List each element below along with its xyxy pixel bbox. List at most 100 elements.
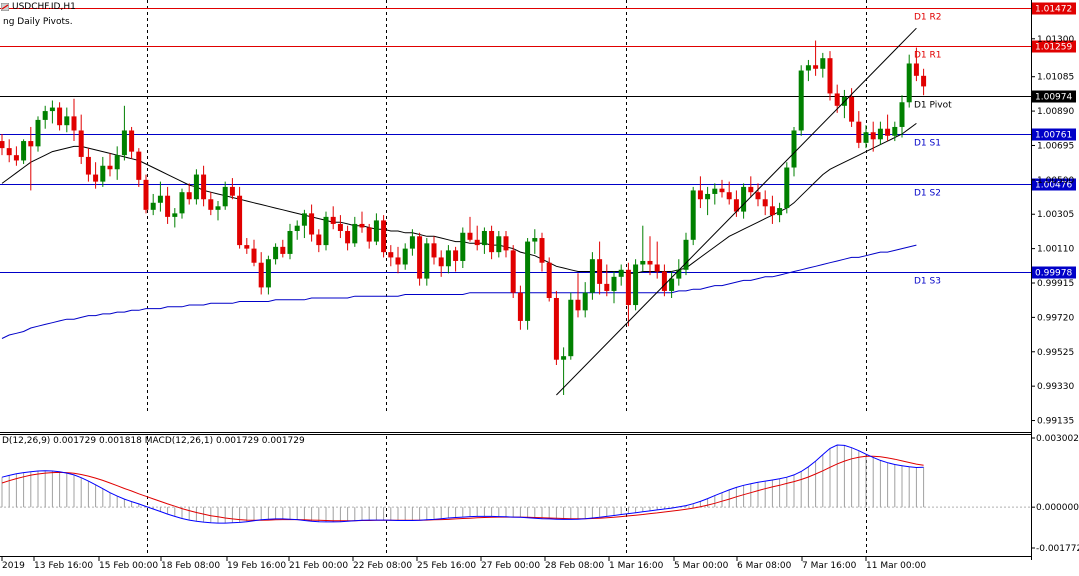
- bear-candle: [719, 179, 725, 198]
- time-tick-label: 7 Mar 16:00: [802, 561, 857, 571]
- candle-body: [373, 220, 379, 242]
- bear-candle: [244, 238, 250, 254]
- candle-body: [633, 264, 639, 306]
- candle-body: [834, 93, 840, 106]
- bear-candle: [316, 229, 322, 253]
- bull-candle: [582, 282, 588, 318]
- candle-body: [705, 193, 711, 200]
- pivot-name: D1 R1: [914, 51, 942, 61]
- bear-candle: [366, 223, 372, 249]
- bull-candle: [352, 216, 358, 247]
- bull-candle: [265, 255, 271, 295]
- bear-candle: [107, 153, 113, 177]
- candle-body: [330, 216, 336, 224]
- pivot-price-badge: [1032, 266, 1076, 279]
- candle-body: [712, 188, 718, 194]
- bull-candle: [172, 208, 178, 228]
- candle-body: [870, 132, 876, 140]
- bull-candle: [157, 181, 163, 212]
- bull-candle: [798, 65, 804, 136]
- bull-candle: [784, 162, 790, 214]
- candle-body: [273, 246, 279, 260]
- candle-body: [877, 128, 883, 140]
- candle-body: [359, 223, 365, 228]
- candle-body: [186, 192, 192, 200]
- candle-body: [676, 269, 682, 279]
- candle-body: [460, 232, 466, 261]
- bear-candle: [474, 225, 480, 251]
- pivot-price-label: 0.99978: [1035, 269, 1072, 279]
- bear-candle: [345, 225, 351, 251]
- time-tick-label: 18 Feb 08:00: [161, 561, 220, 571]
- time-tick-label: 6 Mar 08:00: [737, 561, 792, 571]
- bear-candle: [503, 230, 509, 258]
- bear-candle: [208, 192, 214, 216]
- candle-body: [417, 236, 423, 279]
- vertical-gridlines: [147, 0, 867, 556]
- candle-body: [129, 130, 135, 152]
- candle-body: [395, 257, 401, 265]
- bull-candle: [373, 213, 379, 246]
- pivot-price-label: 1.00476: [1035, 181, 1072, 191]
- pivot-price-label: 1.01472: [1035, 5, 1072, 15]
- candle-body: [21, 141, 27, 161]
- candle-body: [316, 234, 322, 246]
- bull-candle: [121, 105, 127, 161]
- bull-candle: [863, 125, 869, 149]
- bear-candle: [870, 121, 876, 152]
- bear-candle: [6, 139, 12, 163]
- candle-body: [697, 190, 703, 200]
- candle-body: [201, 174, 207, 200]
- candle-body: [568, 299, 574, 357]
- bear-candle: [661, 264, 667, 297]
- macd-tick-label: 0.000000: [1036, 503, 1079, 513]
- bear-candle: [539, 232, 545, 272]
- bear-candle: [755, 183, 761, 207]
- candle-body: [532, 238, 538, 242]
- bull-candle: [633, 259, 639, 311]
- bull-candle: [820, 52, 826, 78]
- bear-candle: [395, 246, 401, 274]
- candle-body: [28, 141, 34, 147]
- candle-body: [150, 202, 156, 210]
- bull-candle: [892, 121, 898, 142]
- candle-body: [222, 186, 228, 207]
- candle-body: [93, 174, 99, 182]
- pivot-price-badge: [1032, 2, 1076, 15]
- candle-body: [0, 141, 5, 149]
- candle-body: [258, 262, 264, 288]
- bear-candle: [237, 186, 243, 249]
- bear-candle: [359, 211, 365, 233]
- pivot-price-badge: [1032, 178, 1076, 191]
- candle-body: [100, 165, 106, 182]
- candle-body: [546, 262, 552, 298]
- pivot-indicator-label: ng Daily Pivots.: [3, 17, 73, 27]
- candle-body: [762, 199, 768, 207]
- bull-candle: [899, 95, 905, 138]
- price-tick-label: 0.99330: [1037, 382, 1074, 392]
- candle-body: [136, 151, 142, 180]
- bear-candle: [921, 68, 927, 96]
- pivot-price-label: 1.00974: [1035, 93, 1072, 103]
- bear-candle: [553, 290, 559, 365]
- chart-symbol-icon: [1, 3, 9, 11]
- bear-candle: [467, 216, 473, 242]
- bull-candle: [481, 227, 487, 254]
- candle-body: [453, 250, 459, 261]
- candle-body: [481, 230, 487, 246]
- candle-body: [445, 250, 451, 267]
- bear-candle: [697, 176, 703, 209]
- price-tick-label: 1.00500: [1037, 176, 1074, 186]
- bear-candle: [654, 241, 660, 279]
- bear-candle: [438, 250, 444, 277]
- candle-body: [748, 186, 754, 193]
- candle-body: [85, 156, 91, 175]
- bear-candle: [258, 252, 264, 295]
- time-tick-label: 19 Feb 16:00: [227, 561, 286, 571]
- candle-body: [251, 248, 257, 263]
- pivot-price-badge: [1032, 40, 1076, 53]
- price-tick-label: 0.99135: [1037, 417, 1074, 427]
- candle-body: [71, 116, 77, 131]
